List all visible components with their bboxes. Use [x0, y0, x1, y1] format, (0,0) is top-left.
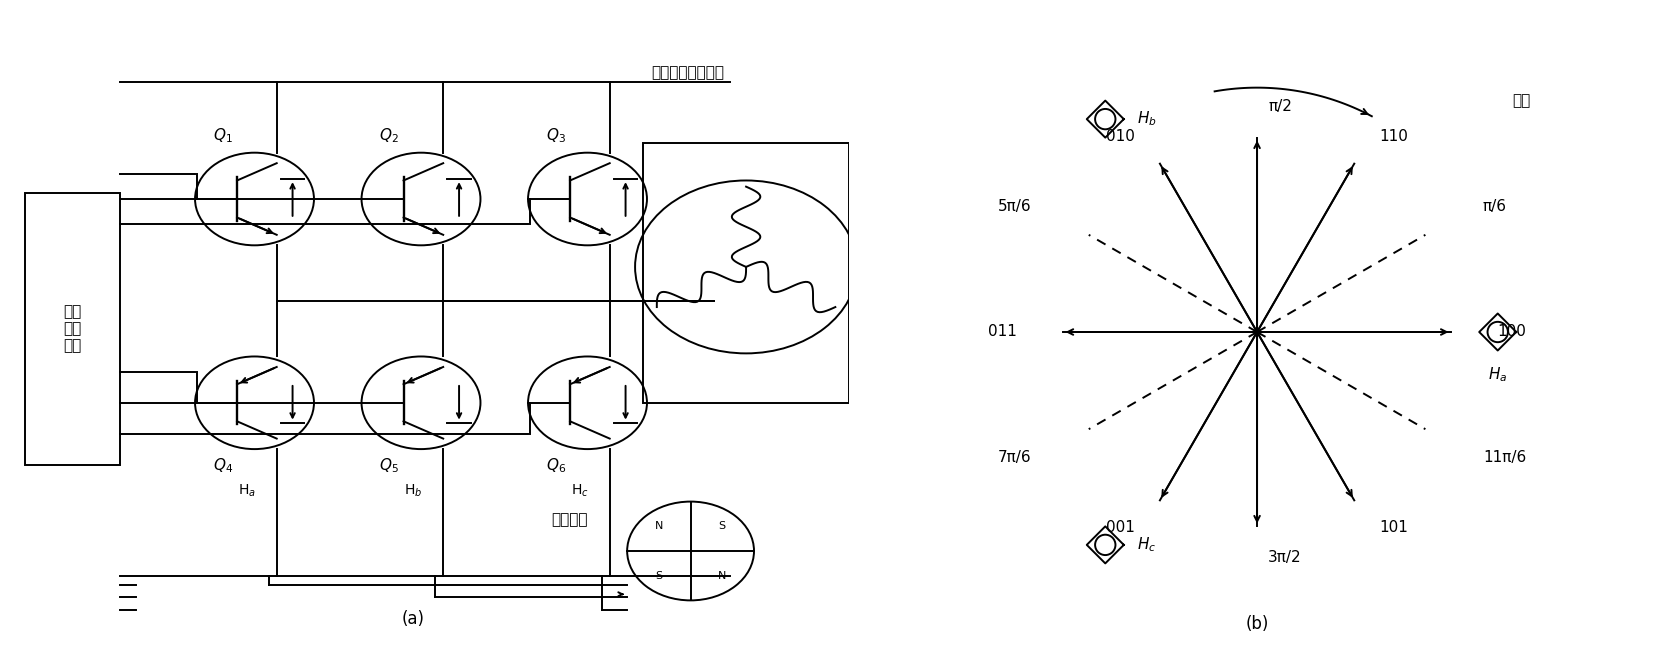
Text: 7π/6: 7π/6: [997, 450, 1030, 465]
Text: $Q_4$: $Q_4$: [213, 457, 233, 475]
Text: 控制
驱动
系统: 控制 驱动 系统: [63, 304, 82, 353]
Text: (b): (b): [1245, 616, 1268, 633]
Text: $H_a$: $H_a$: [1488, 365, 1506, 384]
Text: N: N: [654, 521, 662, 531]
Text: $Q_2$: $Q_2$: [379, 127, 399, 145]
Text: S: S: [656, 570, 662, 581]
Bar: [25, 193, 120, 465]
Text: 霍尔信号: 霍尔信号: [551, 513, 587, 528]
Text: H$_b$: H$_b$: [404, 483, 423, 499]
Text: 11π/6: 11π/6: [1483, 450, 1526, 465]
Text: 3π/2: 3π/2: [1268, 550, 1301, 566]
Text: S: S: [719, 521, 726, 531]
Text: H$_a$: H$_a$: [238, 483, 255, 499]
Bar: [642, 143, 849, 403]
Text: $H_b$: $H_b$: [1137, 110, 1156, 128]
Text: $H_c$: $H_c$: [1137, 536, 1155, 554]
Text: 110: 110: [1378, 129, 1408, 144]
Text: 010: 010: [1105, 129, 1135, 144]
Text: $Q_1$: $Q_1$: [213, 127, 233, 145]
Text: 正向: 正向: [1511, 93, 1529, 108]
Text: π/6: π/6: [1483, 199, 1506, 214]
Text: 101: 101: [1378, 520, 1408, 535]
Text: π/2: π/2: [1268, 98, 1291, 114]
Text: 011: 011: [987, 325, 1015, 339]
Text: $Q_6$: $Q_6$: [546, 457, 566, 475]
Text: $Q_5$: $Q_5$: [379, 457, 399, 475]
Text: 永磁无刷直流电机: 永磁无刷直流电机: [651, 65, 724, 80]
Text: (a): (a): [401, 610, 424, 628]
Text: 001: 001: [1105, 520, 1135, 535]
Text: N: N: [717, 570, 726, 581]
Text: $Q_3$: $Q_3$: [546, 127, 566, 145]
Text: H$_c$: H$_c$: [571, 483, 587, 499]
Text: 5π/6: 5π/6: [997, 199, 1030, 214]
Text: 100: 100: [1498, 325, 1526, 339]
